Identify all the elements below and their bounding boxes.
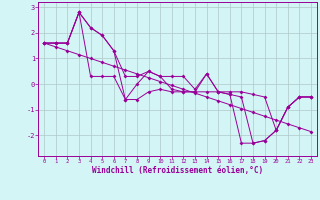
- X-axis label: Windchill (Refroidissement éolien,°C): Windchill (Refroidissement éolien,°C): [92, 166, 263, 175]
